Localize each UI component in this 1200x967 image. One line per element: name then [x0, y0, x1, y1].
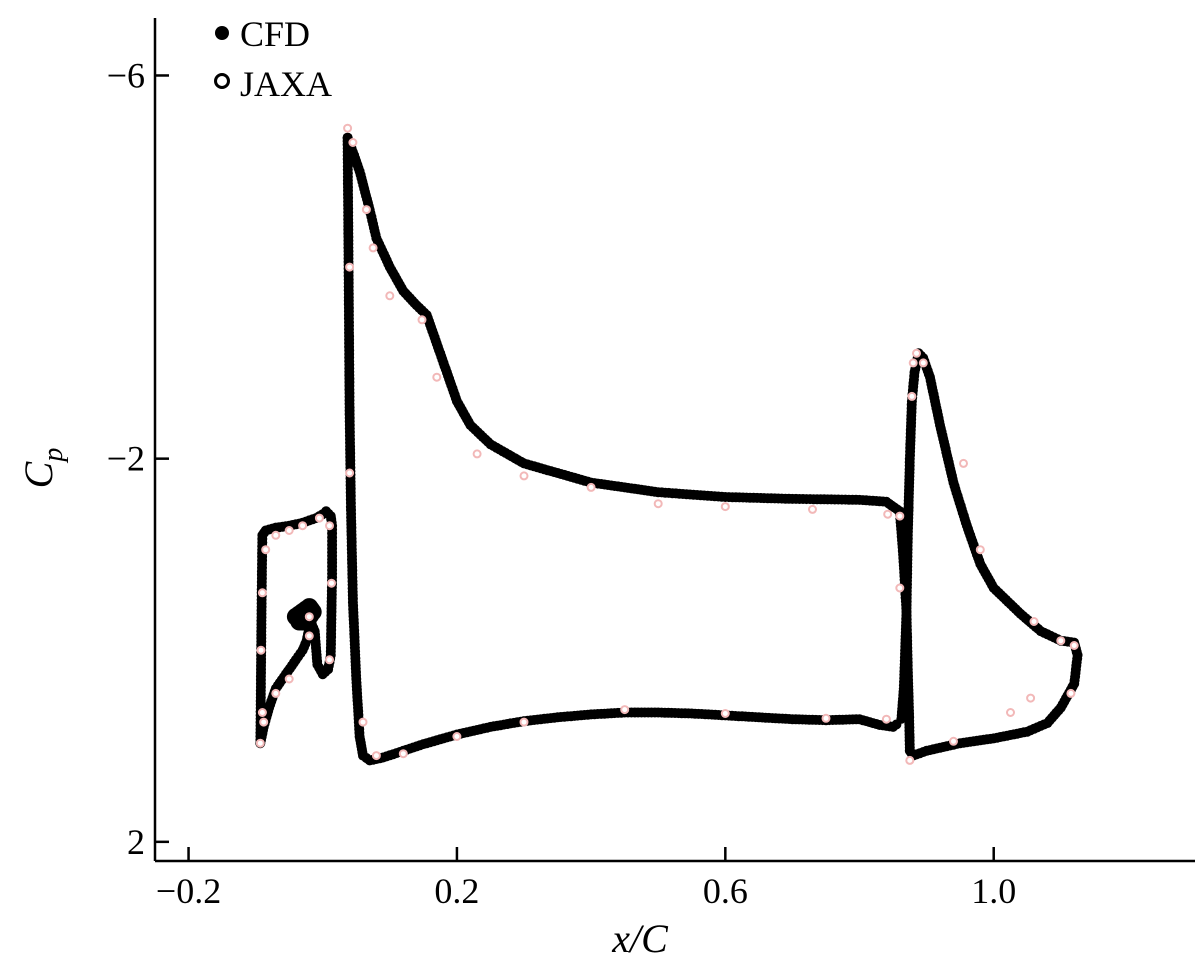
jaxa-point-34 — [895, 583, 905, 593]
jaxa-point-14 — [284, 674, 294, 684]
jaxa-point-31 — [808, 504, 817, 514]
jaxa-point-13 — [304, 612, 314, 622]
jaxa-point-18 — [348, 138, 358, 147]
jaxa-point-42 — [1056, 636, 1066, 646]
jaxa-point-46 — [1006, 708, 1015, 717]
jaxa-point-39 — [959, 458, 968, 468]
x-axis-label: x/C — [611, 916, 669, 961]
jaxa-point-10 — [327, 578, 336, 588]
jaxa-point-17 — [343, 123, 353, 133]
jaxa-point-3 — [257, 588, 267, 598]
jaxa-point-24 — [432, 372, 442, 382]
y-tick-label-1: −2 — [107, 439, 145, 479]
cfd-point-1090 — [896, 713, 907, 724]
y-tick-label-2: 2 — [127, 822, 145, 862]
jaxa-point-20 — [345, 262, 355, 272]
y-tick-label-0: −6 — [107, 55, 145, 95]
jaxa-point-0 — [255, 738, 265, 748]
cfd-series — [255, 132, 1083, 766]
jaxa-point-27 — [519, 471, 529, 481]
jaxa-point-5 — [271, 530, 281, 540]
jaxa-series — [255, 123, 1079, 765]
y-axis-label: Cp — [16, 448, 69, 489]
jaxa-point-47 — [949, 736, 958, 746]
cfd-point-192 — [290, 612, 309, 631]
jaxa-point-53 — [519, 717, 529, 727]
jaxa-point-23 — [417, 315, 427, 325]
y-axis-label-group: Cp — [16, 448, 69, 489]
jaxa-point-36 — [912, 348, 921, 358]
jaxa-point-28 — [586, 482, 596, 492]
jaxa-point-40 — [975, 545, 985, 555]
x-tick-label-1: 0.2 — [434, 871, 479, 911]
jaxa-point-12 — [304, 631, 314, 641]
jaxa-point-8 — [314, 513, 324, 523]
jaxa-point-43 — [1069, 641, 1079, 650]
jaxa-point-2 — [256, 645, 266, 655]
jaxa-point-29 — [653, 499, 663, 509]
jaxa-point-49 — [358, 717, 368, 727]
jaxa-point-54 — [620, 705, 630, 715]
x-tick-label-0: −0.2 — [156, 871, 221, 911]
jaxa-point-19 — [361, 205, 371, 215]
jaxa-point-1 — [257, 708, 267, 717]
x-tick-label-3: 1.0 — [971, 871, 1016, 911]
jaxa-point-32 — [883, 509, 893, 519]
x-tick-label-2: 0.6 — [703, 871, 748, 911]
jaxa-point-55 — [720, 709, 730, 718]
jaxa-point-25 — [345, 468, 355, 478]
jaxa-point-51 — [398, 749, 408, 759]
legend-label-jaxa: JAXA — [240, 64, 332, 104]
jaxa-point-21 — [368, 243, 378, 253]
jaxa-point-50 — [371, 751, 381, 761]
legend-label-cfd: CFD — [240, 14, 310, 54]
jaxa-point-11 — [325, 655, 334, 665]
y-axis-label-main: C — [16, 460, 61, 488]
jaxa-point-37 — [918, 358, 928, 368]
legend-marker-jaxa — [214, 73, 230, 89]
jaxa-point-44 — [1066, 688, 1076, 698]
legend-marker-cfd — [215, 26, 229, 40]
axes — [153, 18, 1195, 863]
jaxa-point-9 — [325, 521, 334, 531]
jaxa-point-38 — [907, 391, 917, 401]
jaxa-point-35 — [908, 358, 918, 368]
jaxa-point-56 — [821, 713, 831, 723]
jaxa-point-16 — [259, 717, 269, 727]
jaxa-point-26 — [472, 449, 482, 459]
jaxa-point-48 — [905, 755, 915, 765]
jaxa-point-41 — [1029, 617, 1039, 626]
legend: CFD JAXA — [214, 14, 332, 104]
jaxa-point-22 — [385, 291, 395, 301]
y-axis-label-sub: p — [38, 448, 69, 464]
jaxa-point-33 — [895, 511, 905, 521]
jaxa-point-45 — [1026, 693, 1036, 703]
jaxa-point-52 — [452, 732, 462, 741]
jaxa-point-15 — [271, 688, 281, 698]
jaxa-point-7 — [298, 521, 308, 531]
ticks: −0.2 0.2 0.6 1.0 −6 −2 2 — [107, 55, 1017, 911]
jaxa-point-30 — [720, 502, 730, 512]
jaxa-point-57 — [881, 714, 891, 724]
jaxa-point-4 — [261, 545, 271, 555]
jaxa-point-6 — [284, 526, 294, 535]
